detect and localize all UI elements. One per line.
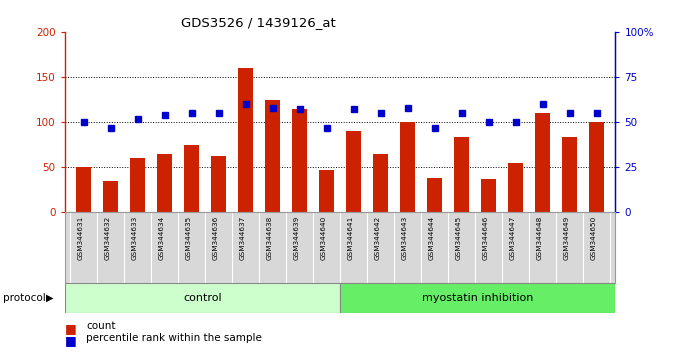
Bar xyxy=(508,163,523,212)
Text: protocol: protocol xyxy=(3,293,46,303)
Text: percentile rank within the sample: percentile rank within the sample xyxy=(86,333,262,343)
Bar xyxy=(400,122,415,212)
Text: GSM344634: GSM344634 xyxy=(158,216,165,260)
Text: GSM344650: GSM344650 xyxy=(590,216,596,260)
Bar xyxy=(373,154,388,212)
Text: GSM344633: GSM344633 xyxy=(131,216,137,260)
Text: GSM344647: GSM344647 xyxy=(509,216,515,260)
Bar xyxy=(265,99,280,212)
Bar xyxy=(65,283,340,313)
Text: GSM344636: GSM344636 xyxy=(212,216,218,260)
Bar xyxy=(340,283,615,313)
Bar xyxy=(238,68,253,212)
Bar xyxy=(211,155,226,212)
Bar xyxy=(427,178,442,212)
Text: GSM344640: GSM344640 xyxy=(320,216,326,260)
Text: ▶: ▶ xyxy=(46,293,54,303)
Bar xyxy=(562,137,577,212)
Bar xyxy=(535,113,550,212)
Text: GSM344649: GSM344649 xyxy=(564,216,570,260)
Bar xyxy=(184,145,199,212)
Bar xyxy=(481,179,496,212)
Text: GSM344632: GSM344632 xyxy=(105,216,110,260)
Text: GSM344641: GSM344641 xyxy=(347,216,354,260)
Text: GDS3526 / 1439126_at: GDS3526 / 1439126_at xyxy=(181,16,336,29)
Text: GSM344638: GSM344638 xyxy=(267,216,273,260)
Bar xyxy=(454,137,469,212)
Text: GSM344646: GSM344646 xyxy=(483,216,488,260)
Text: ■: ■ xyxy=(65,335,76,348)
Bar xyxy=(76,167,91,212)
Text: GSM344642: GSM344642 xyxy=(375,216,381,260)
Text: myostatin inhibition: myostatin inhibition xyxy=(422,293,533,303)
Bar xyxy=(292,109,307,212)
Text: GSM344637: GSM344637 xyxy=(239,216,245,260)
Bar xyxy=(589,122,604,212)
Text: GSM344644: GSM344644 xyxy=(428,216,435,260)
Text: control: control xyxy=(183,293,222,303)
Bar xyxy=(130,158,145,212)
Text: GSM344631: GSM344631 xyxy=(78,216,84,260)
Text: GSM344648: GSM344648 xyxy=(537,216,543,260)
Bar xyxy=(319,170,334,212)
Text: GSM344635: GSM344635 xyxy=(186,216,192,260)
Text: count: count xyxy=(86,321,116,331)
Bar xyxy=(103,181,118,212)
Text: ■: ■ xyxy=(65,322,76,335)
Text: GSM344643: GSM344643 xyxy=(401,216,407,260)
Text: GSM344639: GSM344639 xyxy=(294,216,299,260)
Bar xyxy=(346,131,361,212)
Text: GSM344645: GSM344645 xyxy=(456,216,462,260)
Bar xyxy=(157,154,172,212)
